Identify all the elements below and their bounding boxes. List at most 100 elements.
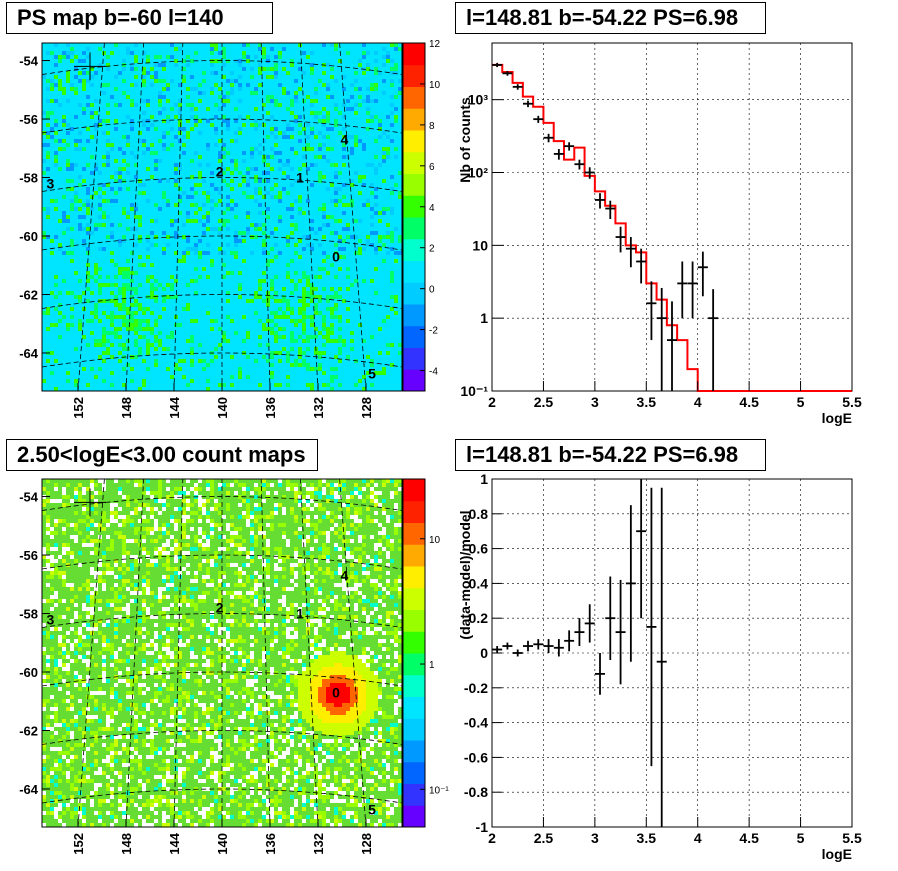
map2-pixel (66, 503, 70, 507)
map1-pixel (62, 91, 66, 95)
map2-pixel (318, 567, 322, 571)
map2-pixel (230, 611, 234, 615)
map2-pixel (42, 759, 46, 763)
map2-pixel (134, 599, 138, 603)
map2-pixel (246, 487, 250, 491)
map1-pixel (70, 187, 74, 191)
map2-pixel (322, 639, 326, 643)
map1-pixel (358, 95, 362, 99)
map2-pixel (166, 759, 170, 763)
map2-pixel (90, 627, 94, 631)
map2-pixel (234, 551, 238, 555)
map1-pixel (346, 51, 350, 55)
map1-pixel (182, 143, 186, 147)
map2-pixel (150, 735, 154, 739)
map1-pixel (182, 151, 186, 155)
map2-pixel (338, 759, 342, 763)
map2-pixel (318, 707, 322, 711)
map2-pixel (94, 499, 98, 503)
map2-pixel (226, 483, 230, 487)
map1-pixel (302, 71, 306, 75)
map2-pixel (398, 683, 402, 687)
map1-pixel (66, 71, 70, 75)
map1-pixel (246, 43, 250, 47)
map2-pixel (354, 615, 358, 619)
map2-pixel (362, 715, 366, 719)
map1-pixel (366, 51, 370, 55)
map2-pixel (382, 711, 386, 715)
map2-pixel (346, 515, 350, 519)
map2-pixel (114, 735, 118, 739)
map1-pixel (90, 311, 94, 315)
map2-pixel (398, 655, 402, 659)
map1-pixel (342, 143, 346, 147)
map1-pixel (394, 227, 398, 231)
map1-pixel (262, 171, 266, 175)
map2-pixel (110, 755, 114, 759)
map1-colorbar-label: 2 (429, 244, 435, 255)
map1-pixel (378, 163, 382, 167)
map2-pixel (230, 719, 234, 723)
map2-pixel (330, 495, 334, 499)
map1-pixel (302, 155, 306, 159)
map2-pixel (54, 571, 58, 575)
map1-pixel (226, 219, 230, 223)
map2-pixel (194, 571, 198, 575)
map1-pixel (98, 203, 102, 207)
map2-pixel (142, 711, 146, 715)
map1-pixel (82, 179, 86, 183)
map1-pixel (90, 155, 94, 159)
map1-pixel (302, 323, 306, 327)
map1-pixel (306, 283, 310, 287)
map2-pixel (322, 723, 326, 727)
map1-pixel (326, 95, 330, 99)
map2-pixel (294, 583, 298, 587)
map1-pixel (394, 71, 398, 75)
map2-pixel (362, 647, 366, 651)
map2-pixel (142, 503, 146, 507)
map1-pixel (314, 111, 318, 115)
map1-pixel (382, 259, 386, 263)
map2-pixel (318, 683, 322, 687)
map1-pixel (302, 359, 306, 363)
map1-pixel (354, 251, 358, 255)
map2-pixel (58, 763, 62, 767)
map2-pixel (190, 511, 194, 515)
map2-pixel (314, 711, 318, 715)
map2-pixel (382, 595, 386, 599)
map2-pixel (130, 591, 134, 595)
map2-pixel (166, 567, 170, 571)
map2-pixel (294, 575, 298, 579)
map2-pixel (374, 683, 378, 687)
map2-pixel (306, 571, 310, 575)
map2-pixel (290, 487, 294, 491)
map2-pixel (122, 743, 126, 747)
map1-pixel (282, 335, 286, 339)
map2-pixel (46, 715, 50, 719)
map2-pixel (314, 723, 318, 727)
map1-pixel (126, 363, 130, 367)
map2-pixel (66, 607, 70, 611)
map2-pixel (222, 611, 226, 615)
map1-pixel (182, 79, 186, 83)
map2-pixel (374, 587, 378, 591)
map2-pixel (122, 659, 126, 663)
map1-pixel (202, 203, 206, 207)
map1-pixel (330, 147, 334, 151)
map1-pixel (334, 79, 338, 83)
map2-pixel (346, 719, 350, 723)
map2-pixel (46, 655, 50, 659)
map2-pixel (218, 627, 222, 631)
map2-pixel (238, 591, 242, 595)
map1-pixel (278, 219, 282, 223)
map2-pixel (46, 523, 50, 527)
map2-pixel (346, 503, 350, 507)
map2-pixel (190, 635, 194, 639)
map1-pixel (158, 139, 162, 143)
map2-pixel (194, 499, 198, 503)
map2-pixel (138, 763, 142, 767)
map2-pixel (274, 579, 278, 583)
map1-pixel (134, 103, 138, 107)
map2-pixel (278, 551, 282, 555)
map2-pixel (294, 519, 298, 523)
